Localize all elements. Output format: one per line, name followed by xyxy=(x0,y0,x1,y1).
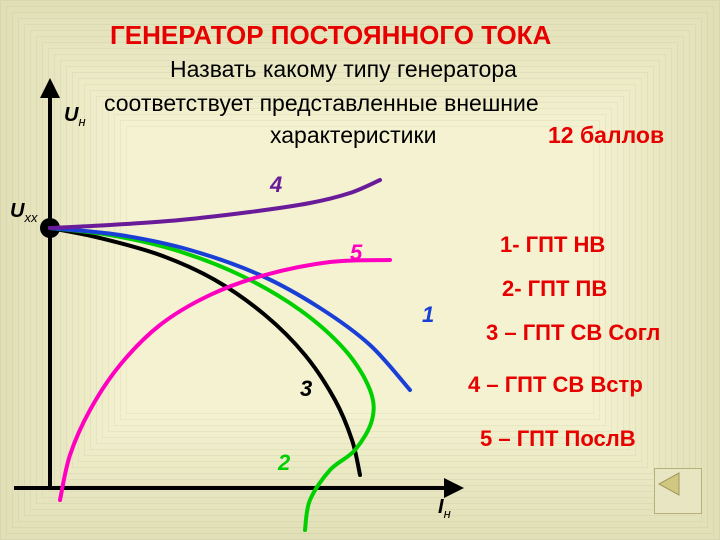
legend-item-1: 1- ГПТ НВ xyxy=(500,232,605,258)
legend-item-4: 4 – ГПТ СВ Встр xyxy=(468,372,643,398)
slide-root: ГЕНЕРАТОР ПОСТОЯННОГО ТОКА Назвать каком… xyxy=(0,0,720,540)
curve-label-1: 1 xyxy=(422,302,434,328)
curve-label-4: 4 xyxy=(270,172,282,198)
chart-svg xyxy=(0,0,720,540)
curve-label-3: 3 xyxy=(300,376,312,402)
y-axis-label: Uн xyxy=(64,104,86,129)
legend-item-2: 2- ГПТ ПВ xyxy=(502,276,607,302)
curve-label-2: 2 xyxy=(278,450,290,476)
x-axis-label: Iн xyxy=(438,496,451,521)
curve-label-5: 5 xyxy=(350,240,362,266)
legend-item-3: 3 – ГПТ СВ Согл xyxy=(486,320,660,346)
uxx-label: Uхх xyxy=(10,200,37,225)
triangle-left-icon xyxy=(655,469,720,540)
legend-item-5: 5 – ГПТ ПослВ xyxy=(480,426,636,452)
prev-slide-button[interactable] xyxy=(654,468,702,514)
